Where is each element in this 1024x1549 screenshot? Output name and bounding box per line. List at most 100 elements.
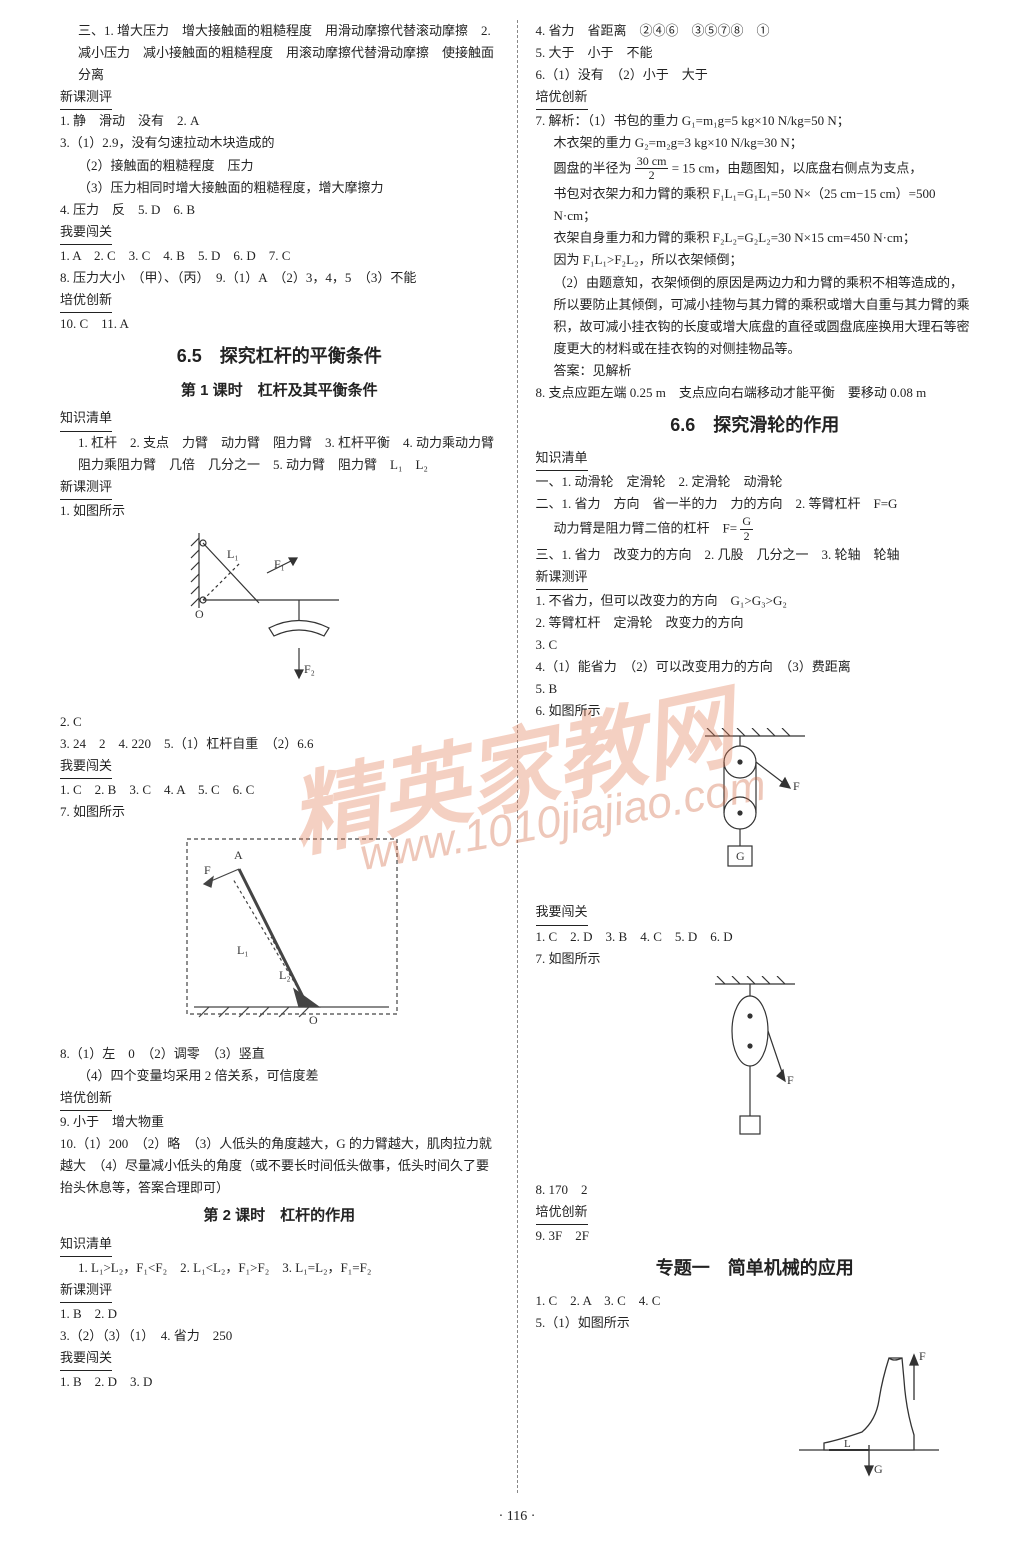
answer-line: 7. 解析：（1）书包的重力 G₁=m₁g=5 kg×10 N/kg=50 N；: [536, 110, 975, 132]
fraction: G2: [740, 515, 753, 544]
left-column: 三、1. 增大压力 增大接触面的粗糙程度 用滑动摩擦代替滚动摩擦 2. 减小压力…: [60, 20, 499, 1493]
fraction: 30 cm2: [635, 155, 669, 184]
figure-lever-lamp: L₁ F₁ O F₂: [60, 528, 499, 705]
figure-pulley-1: F G: [536, 728, 975, 895]
answer-line: 5. B: [536, 678, 975, 700]
answer-line: 2. C: [60, 711, 499, 733]
answer-line: 1. C 2. B 3. C 4. A 5. C 6. C: [60, 779, 499, 801]
answer-line: 4. 压力 反 5. D 6. B: [60, 199, 499, 221]
section-title: 6.5 探究杠杆的平衡条件: [60, 341, 499, 372]
fig5-label-l: L: [844, 1438, 851, 1450]
fig2-label-o: O: [309, 1013, 318, 1027]
answer-line: 4.（1）能省力 （2）可以改变用力的方向 （3）费距离: [536, 656, 975, 678]
section-heading: 我要闯关: [60, 755, 112, 779]
answer-line: 8. 压力大小 （甲）、（丙） 9.（1）A （2）3，4，5 （3）不能: [60, 267, 499, 289]
text-block: 三、1. 增大压力 增大接触面的粗糙程度 用滑动摩擦代替滚动摩擦 2. 减小压力…: [60, 20, 499, 86]
answer-line: 圆盘的半径为 30 cm2 = 15 cm，由题图知，以底盘右侧点为支点，: [536, 155, 975, 184]
section-heading: 培优创新: [536, 86, 588, 110]
answer-line: 3. 24 2 4. 220 5.（1）杠杆自重 （2）6.6: [60, 733, 499, 755]
answer-line: 2. 等臂杠杆 定滑轮 改变力的方向: [536, 612, 975, 634]
figure-boot: F G L: [536, 1340, 975, 1487]
section-heading: 知识清单: [536, 447, 588, 471]
answer-line: 动力臂是阻力臂二倍的杠杆 F= G2: [536, 515, 975, 544]
answer-line: 10.（1）200 （2）略 （3）人低头的角度越大，G 的力臂越大，肌肉拉力就…: [60, 1133, 499, 1199]
section-heading: 新课测评: [536, 566, 588, 590]
answer-line: 1. 不省力，但可以改变力的方向 G₁>G₃>G₂: [536, 590, 975, 612]
answer-line: 因为 F₁L₁>F₂L₂，所以衣架倾倒；: [536, 249, 975, 271]
answer-line: （3）压力相同时增大接触面的粗糙程度，增大摩擦力: [60, 177, 499, 199]
fig5-label-g: G: [874, 1462, 883, 1476]
column-divider: [517, 20, 518, 1493]
fig4-label-f: F: [787, 1073, 794, 1087]
answer-line: 4. 省力 省距离 ②④⑥ ③⑤⑦⑧ ①: [536, 20, 975, 42]
answer-line: 1. L₁>L₂，F₁<F₂ 2. L₁<L₂，F₁>F₂ 3. L₁=L₂，F…: [60, 1257, 499, 1279]
answer-line: 9. 小于 增大物重: [60, 1111, 499, 1133]
answer-line: 答案：见解析: [536, 360, 975, 382]
page: 精英家教网 www.1010jiajiao.com 三、1. 增大压力 增大接触…: [0, 0, 1024, 1549]
answer-line: 9. 3F 2F: [536, 1225, 975, 1247]
answer-line: 一、1. 动滑轮 定滑轮 2. 定滑轮 动滑轮: [536, 471, 975, 493]
fig2-label-l2: L₂: [279, 968, 291, 982]
answer-line: 3.（1）2.9，没有匀速拉动木块造成的: [60, 132, 499, 154]
fig2-label-a: A: [234, 848, 243, 862]
answer-line: 三、1. 省力 改变力的方向 2. 几股 几分之一 3. 轮轴 轮轴: [536, 544, 975, 566]
answer-line: 1. 如图所示: [60, 500, 499, 522]
answer-line: 7. 如图所示: [536, 948, 975, 970]
text-span: 圆盘的半径为: [554, 160, 635, 175]
answer-line: 1. 静 滑动 没有 2. A: [60, 110, 499, 132]
section-heading: 培优创新: [60, 1087, 112, 1111]
fig1-label-l1: L₁: [227, 547, 239, 561]
text-span: = 15 cm，由题图知，以底盘右侧点为支点，: [672, 160, 923, 175]
answer-line: 8. 170 2: [536, 1179, 975, 1201]
fig2-label-f: F: [204, 863, 211, 877]
answer-line: 1. B 2. D: [60, 1303, 499, 1325]
answer-line: 衣架自身重力和力臂的乘积 F₂L₂=G₂L₂=30 N×15 cm=450 N·…: [536, 227, 975, 249]
answer-line: 1. 杠杆 2. 支点 力臂 动力臂 阻力臂 3. 杠杆平衡 4. 动力乘动力臂…: [60, 432, 499, 476]
answer-line: 木衣架的重力 G₂=m₂g=3 kg×10 N/kg=30 N；: [536, 132, 975, 154]
page-number: · 116 ·: [60, 1505, 974, 1529]
answer-line: 1. C 2. A 3. C 4. C: [536, 1290, 975, 1312]
section-heading: 知识清单: [60, 1233, 112, 1257]
answer-line: 3. C: [536, 634, 975, 656]
figure-pulley-2: F: [536, 976, 975, 1173]
section-heading: 新课测评: [60, 476, 112, 500]
answer-line: 5.（1）如图所示: [536, 1312, 975, 1334]
answer-line: 5. 大于 小于 不能: [536, 42, 975, 64]
two-column-layout: 三、1. 增大压力 增大接触面的粗糙程度 用滑动摩擦代替滚动摩擦 2. 减小压力…: [60, 20, 974, 1493]
fig5-label-f: F: [919, 1349, 926, 1363]
section-heading: 我要闯关: [60, 1347, 112, 1371]
answer-line: 1. A 2. C 3. C 4. B 5. D 6. D 7. C: [60, 245, 499, 267]
answer-line: 3.（2）（3）（1） 4. 省力 250: [60, 1325, 499, 1347]
section-subtitle: 第 2 课时 杠杆的作用: [60, 1203, 499, 1229]
section-subtitle: 第 1 课时 杠杆及其平衡条件: [60, 378, 499, 404]
section-title: 专题一 简单机械的应用: [536, 1253, 975, 1284]
section-heading: 培优创新: [60, 289, 112, 313]
answer-line: （2）由题意知，衣架倾倒的原因是两边力和力臂的乘积不相等造成的，所以要防止其倾倒…: [536, 272, 975, 360]
answer-line: 8.（1）左 0 （2）调零 （3）竖直: [60, 1043, 499, 1065]
section-heading: 培优创新: [536, 1201, 588, 1225]
answer-line: （2）接触面的粗糙程度 压力: [60, 155, 499, 177]
section-heading: 知识清单: [60, 407, 112, 431]
fig1-label-f2: F₂: [304, 662, 315, 676]
fig3-label-f: F: [793, 779, 800, 793]
fig3-label-g: G: [736, 849, 745, 863]
answer-line: 7. 如图所示: [60, 801, 499, 823]
answer-line: 6.（1）没有 （2）小于 大于: [536, 64, 975, 86]
fig2-label-l1: L₁: [237, 943, 249, 957]
text-span: 动力臂是阻力臂二倍的杠杆 F=: [554, 520, 738, 535]
answer-line: 8. 支点应距左端 0.25 m 支点应向右端移动才能平衡 要移动 0.08 m: [536, 382, 975, 404]
answer-line: 二、1. 省力 方向 省一半的力 力的方向 2. 等臂杠杆 F=G: [536, 493, 975, 515]
section-heading: 新课测评: [60, 1279, 112, 1303]
fig1-label-f1: F₁: [274, 557, 285, 571]
answer-line: 10. C 11. A: [60, 313, 499, 335]
answer-line: 书包对衣架力和力臂的乘积 F₁L₁=G₁L₁=50 N×（25 cm−15 cm…: [536, 183, 975, 227]
answer-line: 1. B 2. D 3. D: [60, 1371, 499, 1393]
answer-line: 1. C 2. D 3. B 4. C 5. D 6. D: [536, 926, 975, 948]
answer-line: （4）四个变量均采用 2 倍关系，可信度差: [60, 1065, 499, 1087]
section-heading: 我要闯关: [536, 901, 588, 925]
section-heading: 新课测评: [60, 86, 112, 110]
section-title: 6.6 探究滑轮的作用: [536, 410, 975, 441]
answer-line: 6. 如图所示: [536, 700, 975, 722]
fig1-label-o: O: [195, 607, 204, 621]
figure-hammer: A F L₁ L₂ O: [60, 829, 499, 1036]
